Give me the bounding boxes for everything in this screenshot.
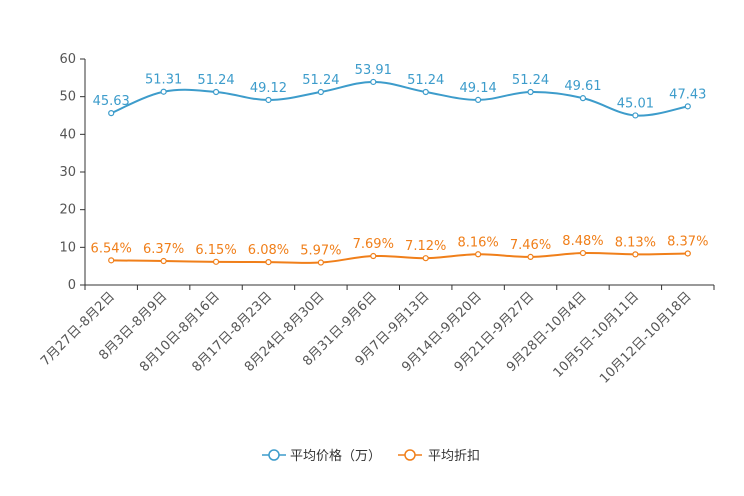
legend-marker-icon [268, 449, 280, 461]
y-tick-label: 40 [59, 127, 76, 142]
data-label: 51.31 [145, 73, 182, 88]
axes: 01020304050607月27日-8月2日8月3日-8月9日8月10日-8月… [38, 52, 715, 387]
data-point [108, 257, 115, 264]
data-point [579, 95, 587, 102]
data-label: 7.46% [510, 238, 551, 253]
data-label: 49.14 [460, 81, 497, 96]
data-point [317, 88, 324, 96]
data-label: 49.12 [250, 81, 287, 96]
data-label: 51.24 [197, 73, 234, 88]
data-label: 51.24 [302, 73, 339, 88]
data-point [317, 259, 324, 266]
data-label: 53.91 [355, 63, 392, 78]
data-label: 8.37% [667, 234, 708, 249]
legend[interactable]: 平均价格（万） 平均折扣 [262, 448, 480, 464]
series-layer [108, 78, 691, 266]
data-label: 6.37% [143, 242, 184, 257]
y-tick-label: 60 [59, 52, 76, 67]
data-point [160, 88, 167, 95]
y-tick-label: 20 [59, 203, 76, 218]
legend-item-1[interactable]: 平均价格（万） [262, 448, 381, 464]
data-label: 51.24 [407, 73, 444, 88]
data-label: 5.97% [300, 244, 341, 259]
data-labels: 45.63 51.31 51.24 49.12 51.24 53.91 51.24 49.14… [91, 63, 709, 259]
data-label: 6.54% [91, 241, 132, 256]
y-tick-label: 30 [59, 165, 76, 180]
data-point [632, 251, 639, 258]
series-line-2 [111, 251, 688, 264]
data-point [527, 88, 534, 96]
data-point [265, 96, 272, 104]
data-point [684, 103, 691, 110]
y-tick-label: 50 [59, 90, 76, 105]
data-point [527, 253, 534, 261]
data-point [579, 249, 587, 257]
data-point [108, 110, 115, 117]
data-point [422, 255, 429, 262]
data-label: 6.15% [195, 243, 236, 258]
y-tick-label: 0 [68, 278, 76, 293]
data-point [370, 252, 377, 260]
data-label: 47.43 [669, 87, 706, 102]
data-label: 45.01 [617, 96, 654, 111]
data-point [632, 112, 639, 119]
x-tick-label: 10月12日-10月18日 [597, 289, 694, 386]
data-point [422, 88, 429, 96]
data-point [212, 88, 220, 96]
data-point [475, 96, 482, 104]
data-label: 51.24 [512, 73, 549, 88]
y-tick-label: 10 [59, 240, 76, 255]
data-label: 45.63 [93, 94, 130, 109]
data-label: 6.08% [248, 243, 289, 258]
legend-item-2[interactable]: 平均折扣 [398, 449, 480, 464]
data-point [265, 258, 272, 266]
data-label: 7.12% [405, 239, 446, 254]
data-point [684, 250, 691, 257]
legend-label: 平均折扣 [428, 449, 480, 464]
series-line-1 [110, 80, 688, 117]
data-label: 7.69% [353, 237, 394, 252]
data-label: 8.48% [562, 234, 603, 249]
data-label: 8.16% [457, 235, 498, 250]
data-point [212, 258, 220, 265]
data-point [370, 78, 377, 86]
data-label: 8.13% [615, 235, 656, 250]
data-point [160, 257, 167, 265]
legend-label: 平均价格（万） [290, 448, 381, 464]
data-label: 49.61 [564, 79, 601, 94]
legend-marker-icon [404, 449, 416, 461]
data-point [475, 251, 482, 258]
